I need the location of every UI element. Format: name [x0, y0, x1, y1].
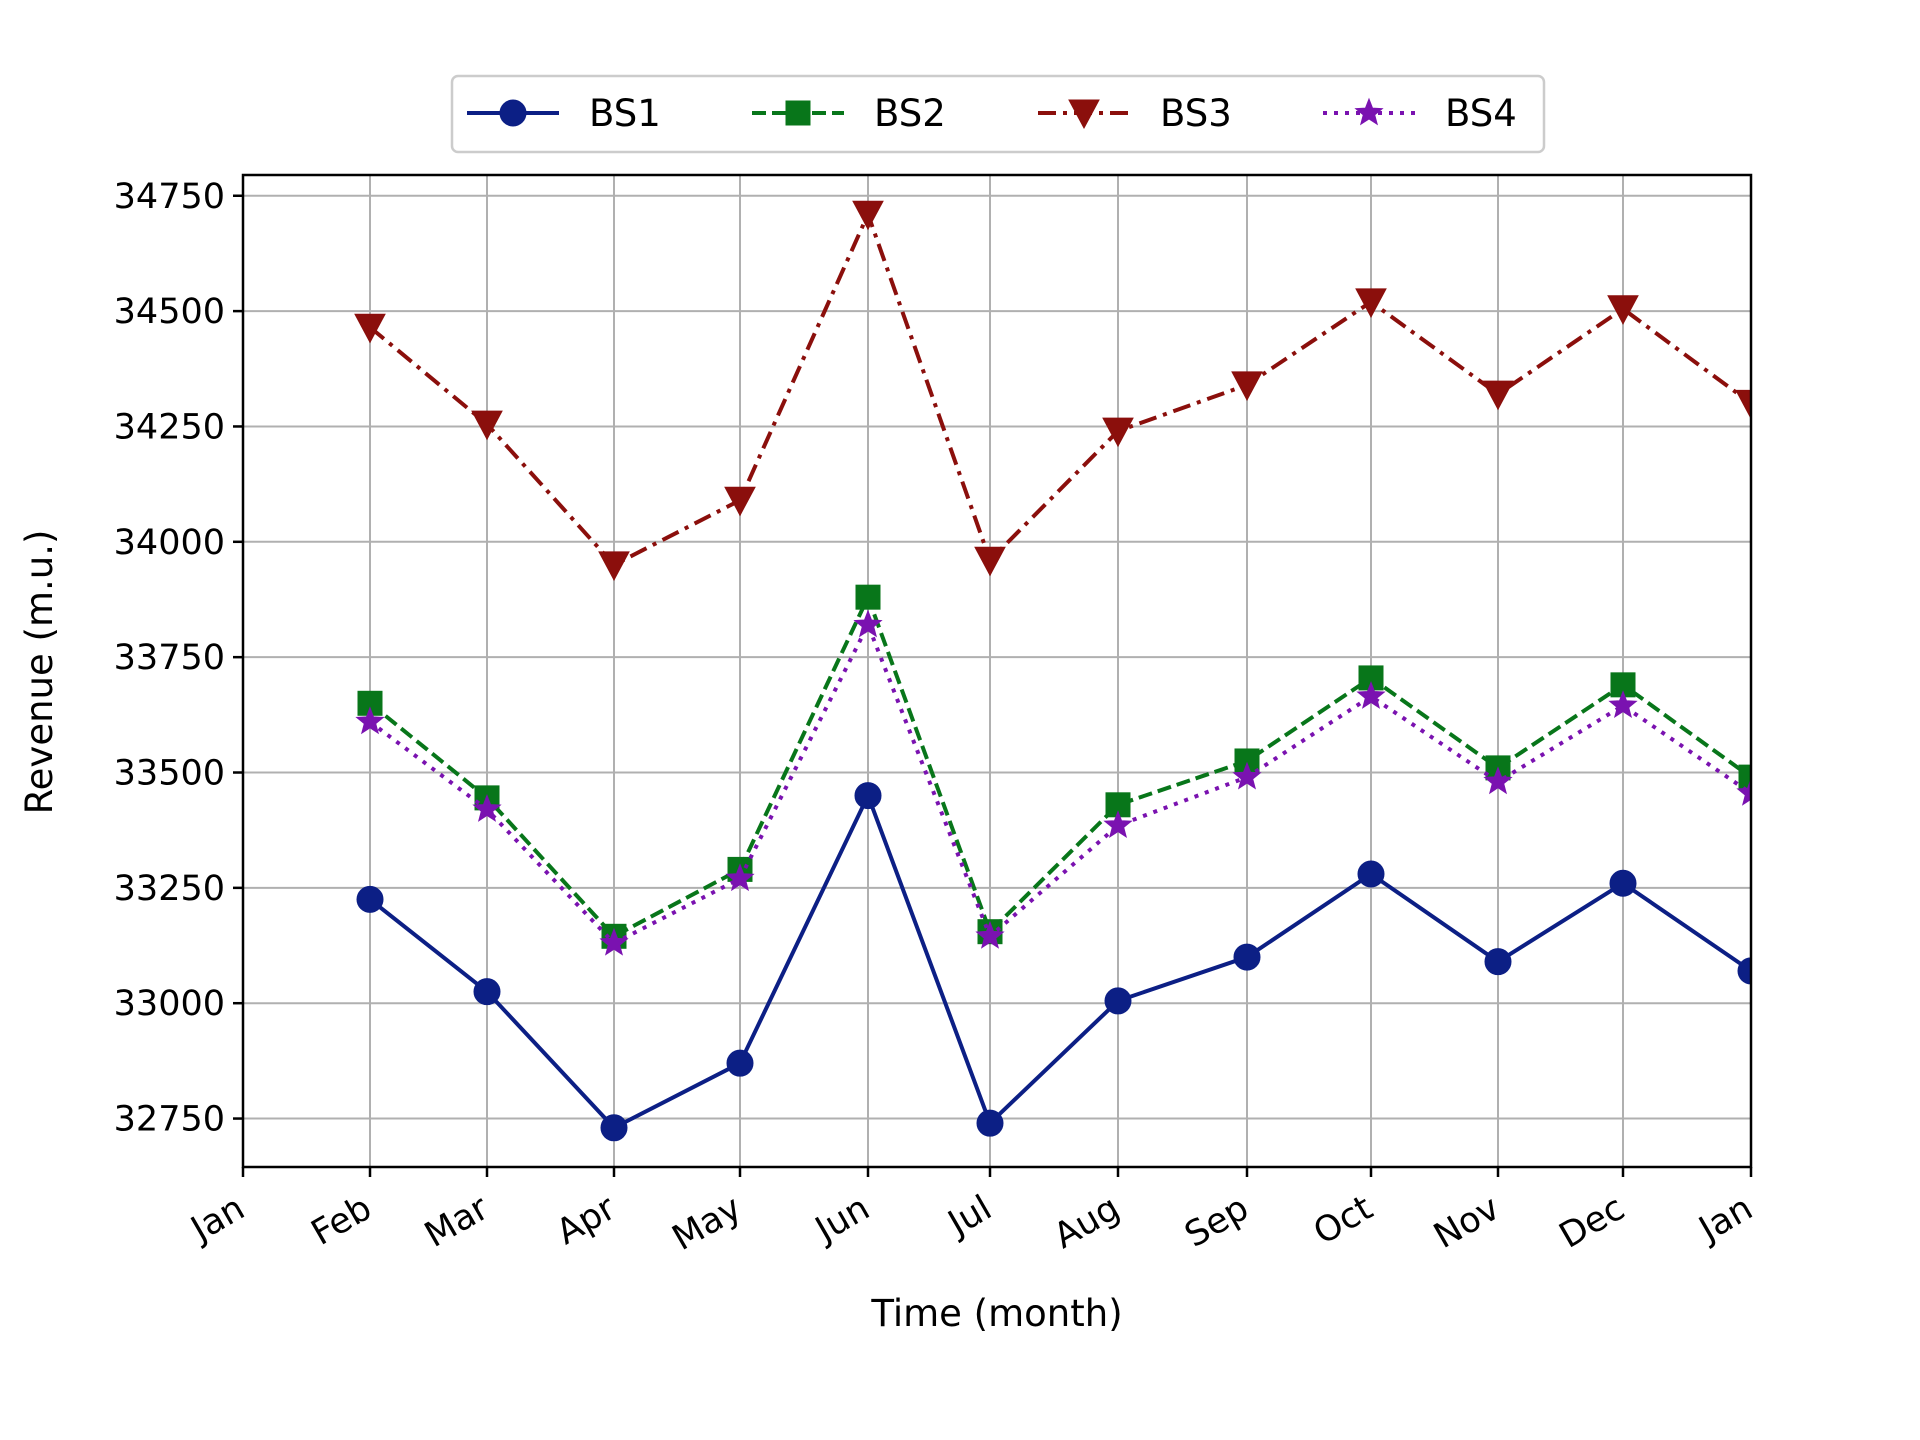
y-tick-label: 33500 — [114, 754, 225, 794]
data-point — [472, 793, 502, 822]
data-point — [726, 1049, 754, 1077]
data-point — [471, 410, 503, 441]
y-tick-label: 34000 — [114, 523, 225, 563]
x-tick-label: Dec — [1553, 1188, 1632, 1257]
y-tick-label: 34750 — [114, 177, 225, 217]
series-bs3 — [354, 200, 1751, 581]
y-tick-label: 34250 — [114, 407, 225, 447]
data-point — [852, 200, 884, 231]
series-line — [368, 793, 1751, 1130]
data-point — [1232, 761, 1262, 790]
data-point — [725, 863, 755, 892]
series-bs4 — [355, 609, 1751, 956]
legend-entry-bs1: BS1 — [467, 92, 661, 135]
data-point — [854, 782, 882, 810]
data-point — [724, 486, 756, 517]
data-point — [1357, 860, 1385, 888]
data-point — [1103, 810, 1133, 839]
data-point — [855, 584, 881, 610]
data-point — [600, 1114, 628, 1142]
data-point — [1482, 380, 1514, 411]
x-tick-label: May — [666, 1188, 749, 1259]
x-tick-label: Apr — [550, 1188, 623, 1253]
data-point — [1737, 957, 1751, 985]
y-tick-label: 33750 — [114, 638, 225, 678]
data-point — [1735, 389, 1751, 420]
data-point — [853, 609, 883, 638]
x-axis-title: Time (month) — [870, 1292, 1122, 1335]
series-line — [368, 622, 1751, 946]
series-bs2 — [357, 584, 1751, 949]
y-axis-title: Revenue (m.u.) — [18, 530, 61, 815]
data-point — [1355, 288, 1387, 318]
data-point — [975, 920, 1005, 949]
series-line — [368, 595, 1751, 939]
x-tick-label: Jan — [1691, 1188, 1759, 1251]
data-point — [976, 1109, 1004, 1137]
x-tick-label: Nov — [1427, 1188, 1506, 1257]
data-point — [974, 546, 1006, 577]
data-point — [1608, 690, 1638, 719]
x-tick-label: Jan — [183, 1188, 251, 1251]
series-layer — [354, 200, 1751, 1142]
grid-lines — [243, 175, 1751, 1167]
legend-frame — [450, 74, 1546, 154]
data-point — [1231, 371, 1263, 401]
y-tick-label: 34500 — [114, 292, 225, 332]
legend-entry-bs2: BS2 — [752, 92, 946, 135]
data-point — [599, 927, 629, 956]
data-point — [598, 551, 630, 581]
series-bs1 — [356, 782, 1751, 1142]
data-point — [1483, 766, 1513, 795]
plot-frame — [241, 173, 1753, 1169]
data-point — [1484, 948, 1512, 976]
data-point — [355, 706, 385, 735]
data-point — [1104, 987, 1132, 1015]
y-tick-label: 33000 — [114, 984, 225, 1024]
data-point — [473, 978, 501, 1006]
legend-label: BS2 — [874, 92, 946, 135]
y-tick-label: 32750 — [114, 1100, 225, 1140]
legend-entry-bs4: BS4 — [1323, 92, 1517, 135]
x-tick-label: Jun — [807, 1188, 876, 1251]
y-axis: 32750 33000 33250 33500 33750 34000 34250 34500… — [114, 177, 243, 1140]
data-point — [1609, 869, 1637, 897]
data-point — [1356, 681, 1386, 709]
x-tick-label: Aug — [1047, 1188, 1126, 1257]
legend-label: BS4 — [1445, 92, 1517, 135]
data-point — [1736, 777, 1751, 806]
data-point — [1607, 295, 1639, 325]
x-tick-label: Mar — [418, 1188, 496, 1256]
x-tick-label: Sep — [1178, 1188, 1255, 1256]
data-point — [1233, 943, 1261, 971]
legend-entry-bs3: BS3 — [1038, 92, 1232, 135]
legend-marker — [785, 100, 811, 126]
legend-label: BS3 — [1160, 92, 1232, 135]
series-line — [368, 212, 1751, 567]
x-tick-label: Feb — [305, 1188, 379, 1254]
y-tick-label: 33250 — [114, 869, 225, 909]
legend: BS1 BS2 BS3 BS4 — [450, 74, 1546, 154]
legend-marker — [1354, 97, 1384, 126]
data-point — [1738, 764, 1751, 790]
legend-marker — [1068, 99, 1100, 130]
legend-marker — [499, 99, 527, 127]
x-axis: Jan Feb Mar Apr May Jun Jul Aug Sep Oct Nov Dec Jan — [183, 1167, 1760, 1259]
legend-label: BS1 — [589, 92, 661, 135]
data-point — [354, 313, 386, 344]
x-tick-label: Oct — [1307, 1188, 1379, 1253]
x-tick-label: Jul — [940, 1188, 998, 1245]
data-point — [356, 885, 384, 913]
data-point — [1102, 417, 1134, 448]
